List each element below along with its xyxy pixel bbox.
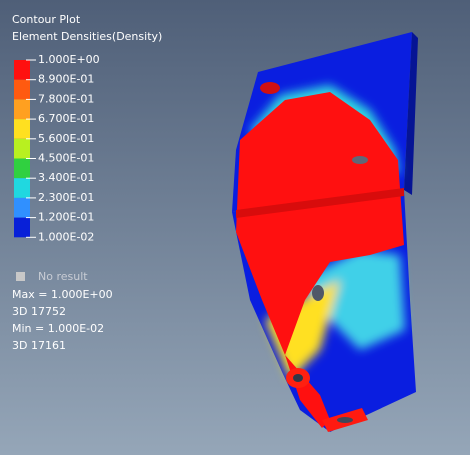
info-line: 3D 17752	[12, 305, 66, 318]
legend-band	[14, 139, 30, 159]
plot-title: Contour Plot	[12, 13, 81, 26]
info-line: Max = 1.000E+00	[12, 288, 113, 301]
no-result-label: No result	[38, 270, 88, 283]
legend-label: 2.300E-01	[38, 191, 94, 204]
legend-band	[14, 60, 30, 80]
info-line: Min = 1.000E-02	[12, 322, 104, 335]
legend-label: 7.800E-01	[38, 92, 94, 105]
mount-hole	[260, 82, 280, 94]
mount-hole	[312, 285, 324, 301]
viewport: Contour Plot Element Densities(Density) …	[0, 0, 470, 455]
legend-band	[14, 99, 30, 119]
legend-label: 4.500E-01	[38, 152, 94, 165]
legend-band	[14, 198, 30, 218]
legend-label: 3.400E-01	[38, 171, 94, 184]
legend-label: 8.900E-01	[38, 73, 94, 86]
info-line: 3D 17161	[12, 339, 66, 352]
legend-label: 1.000E-02	[38, 230, 94, 243]
legend-band	[14, 119, 30, 139]
legend-band	[14, 80, 30, 100]
mount-hole	[293, 374, 303, 382]
legend-label: 6.700E-01	[38, 112, 94, 125]
mount-hole	[352, 156, 368, 164]
mount-hole	[337, 417, 353, 423]
legend-band	[14, 178, 30, 198]
no-result-swatch	[16, 272, 25, 281]
legend-band	[14, 218, 30, 238]
plot-subtitle: Element Densities(Density)	[12, 30, 162, 43]
legend-label: 5.600E-01	[38, 132, 94, 145]
legend-label: 1.200E-01	[38, 211, 94, 224]
legend-label: 1.000E+00	[38, 53, 100, 66]
legend-band	[14, 159, 30, 179]
